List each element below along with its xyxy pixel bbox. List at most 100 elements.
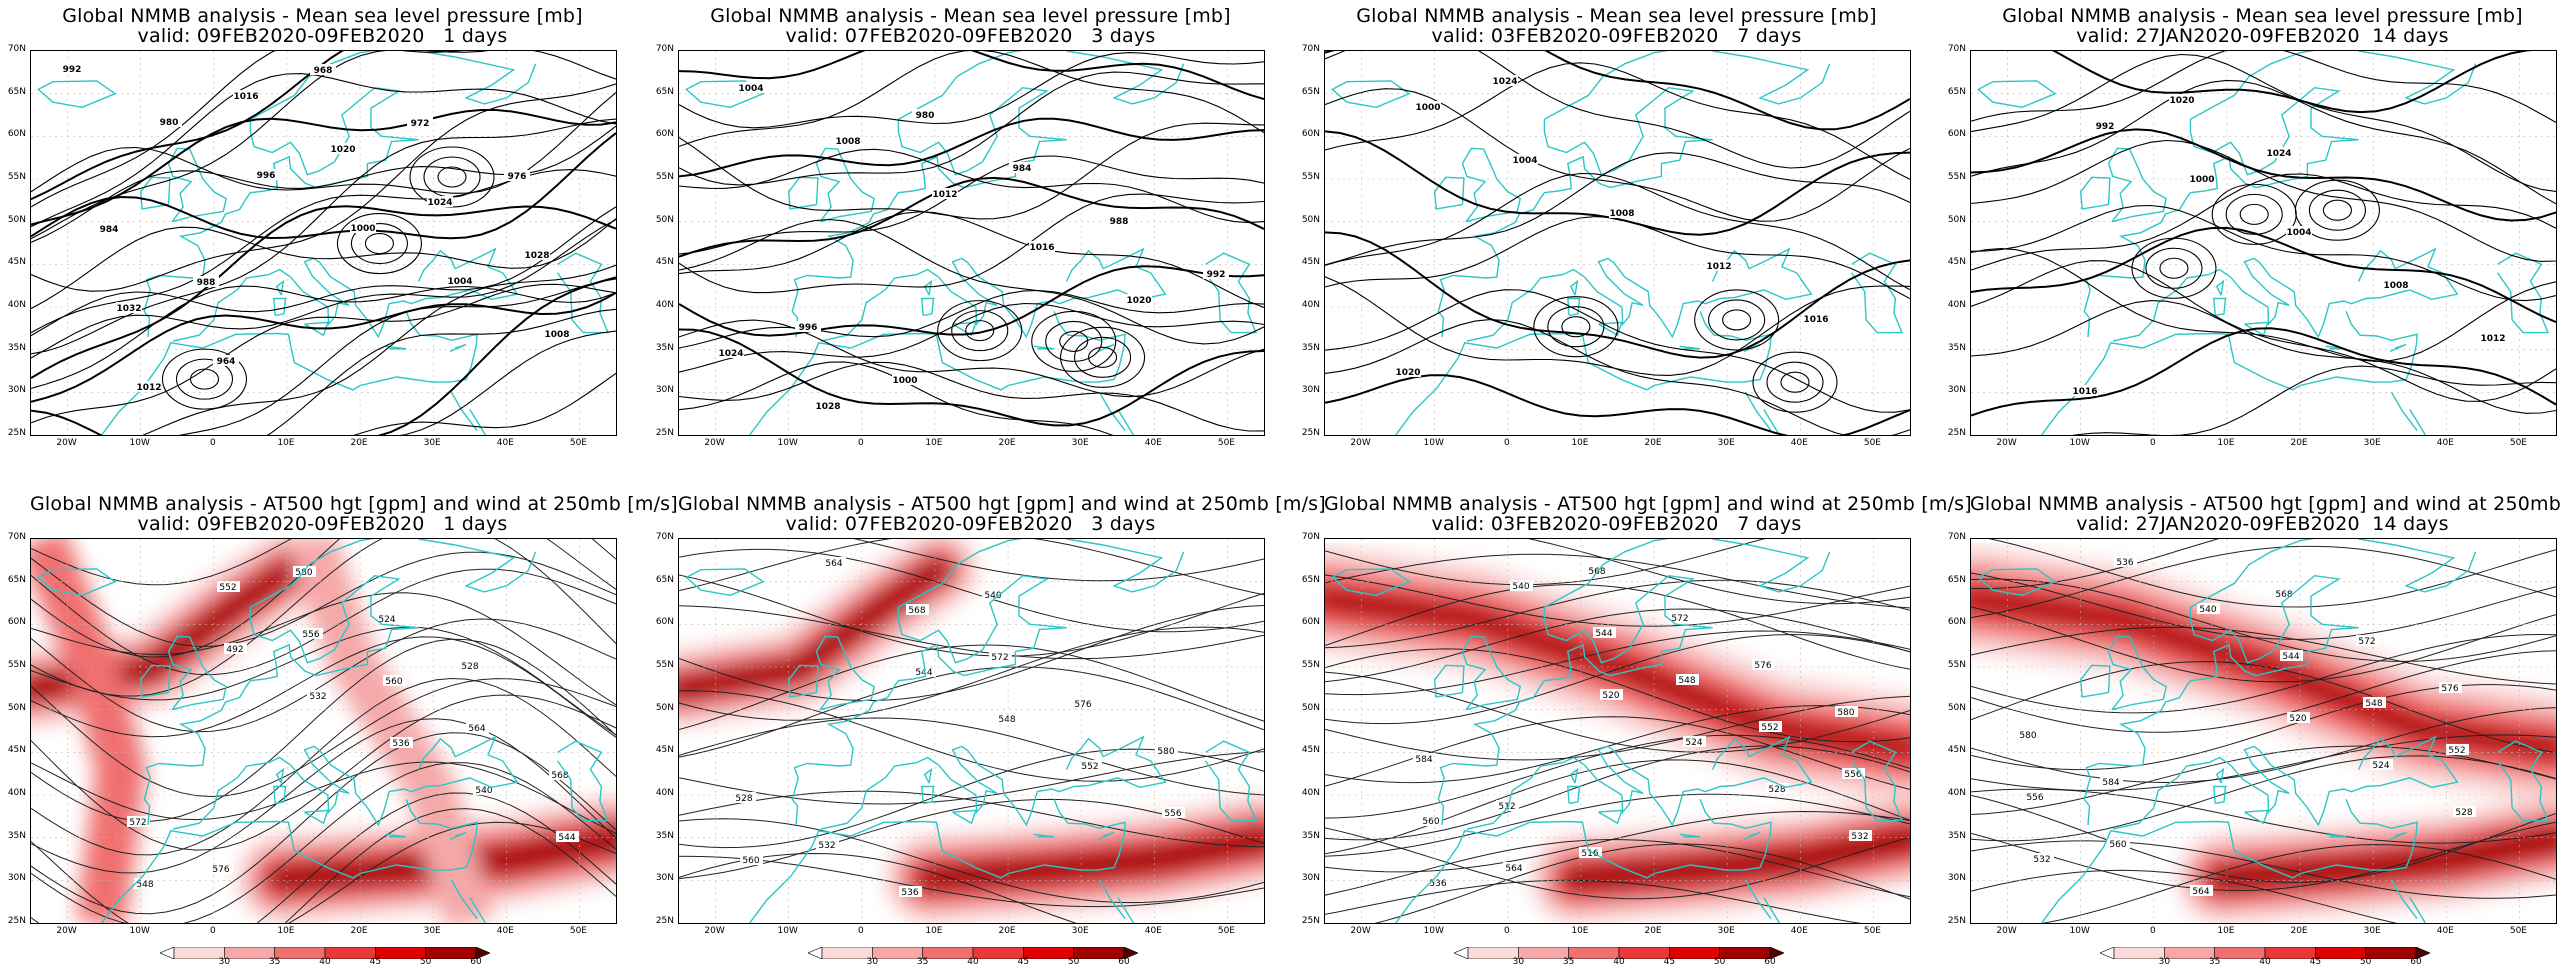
- longitude-tick-label: 50E: [569, 438, 587, 448]
- longitude-tick-label: 40E: [1790, 438, 1808, 448]
- isobar-group: 992 1000 1004 1008 1012 1016 1020 1024: [1971, 51, 2556, 435]
- latitude-tick-label: 30N: [1947, 873, 1966, 884]
- isobar-line: [1325, 51, 1910, 131]
- isobar-line: [399, 330, 616, 435]
- coastline-path: [2112, 735, 2459, 830]
- latitude-tick-label: 25N: [1947, 428, 1966, 438]
- coastline-path: [1098, 391, 1126, 432]
- coastline-path: [923, 767, 933, 784]
- latitude-tick-label: 35N: [7, 342, 26, 353]
- height-contour: [1971, 539, 2220, 590]
- latitude-tick-label: 40N: [1947, 300, 1966, 310]
- contour-label: 532: [309, 692, 326, 702]
- colorbar-label: 35: [268, 957, 281, 967]
- coastline-path: [167, 147, 227, 223]
- coastline-path: [450, 391, 478, 432]
- isobar-line: [1971, 139, 2556, 262]
- contour-label: 544: [2282, 652, 2299, 662]
- closed-contour: [409, 146, 495, 208]
- longitude-tick-label: 30E: [423, 926, 441, 936]
- longitude-tick-label: 10E: [925, 438, 943, 448]
- colorbar-label: 45: [369, 957, 382, 967]
- closed-contour: [2294, 179, 2380, 241]
- isobar-line: [1325, 216, 1910, 300]
- height-contour: [1325, 827, 1910, 900]
- coastline-path: [1567, 297, 1581, 317]
- isobar-line: [1325, 231, 1910, 359]
- isobar-line: [1325, 172, 1910, 291]
- coastline-path: [1744, 391, 1772, 432]
- contour-label: 992: [1207, 270, 1226, 280]
- map-frame: 492 532 536 540 544 548 552 556 560 564 568 572 576 5…: [30, 538, 617, 924]
- height-contour: [1325, 633, 1910, 725]
- contour-label: 524: [2372, 761, 2389, 771]
- map-panel: Global NMMB analysis - Mean sea level pr…: [648, 0, 1288, 472]
- isobar-line: [1325, 374, 1910, 435]
- contour-label: 568: [2275, 590, 2292, 600]
- coastline-path: [748, 311, 1126, 435]
- contour-label: 968: [314, 66, 333, 76]
- longitude-tick-label: 20W: [1350, 926, 1371, 936]
- coastline-path: [1679, 833, 1701, 838]
- contour-label: 1004: [447, 277, 472, 287]
- closed-contour: [437, 166, 467, 188]
- isobar-line: [142, 264, 616, 435]
- contour-label: 552: [2448, 746, 2465, 756]
- coastline-path: [1204, 252, 1258, 334]
- height-contour: [1325, 584, 1910, 670]
- contour-label: 520: [2289, 714, 2306, 724]
- coastline-path: [2244, 809, 2269, 825]
- coastline-path: [2390, 391, 2418, 432]
- contour-label: 552: [1761, 723, 1778, 733]
- coastline-path: [2040, 799, 2418, 923]
- coastline-path: [1461, 635, 1521, 711]
- height-contour: [1325, 838, 1910, 898]
- wind-shading: [679, 539, 1264, 923]
- height-contour: [31, 551, 616, 647]
- latitude-tick-label: 35N: [655, 342, 674, 353]
- longitude-tick-label: 20E: [998, 438, 1016, 448]
- contour-label: 544: [558, 833, 575, 843]
- isobar-line: [1971, 128, 2556, 222]
- coastline-path: [921, 297, 935, 317]
- longitude-tick-label: 10E: [1571, 926, 1589, 936]
- height-contour: [1325, 579, 1910, 649]
- coastline-path: [1394, 799, 1772, 923]
- colorbar-label: 35: [1562, 957, 1575, 967]
- colorbar-label: 30: [866, 957, 879, 967]
- closed-contour: [951, 310, 1009, 352]
- longitude-tick-label: 10W: [1423, 926, 1444, 936]
- contour-label: 524: [1685, 738, 1702, 748]
- coastline-path: [1117, 897, 1135, 923]
- isobar-line: [679, 148, 1264, 224]
- height-contour: [1325, 608, 1910, 683]
- contour-label: 564: [468, 724, 485, 734]
- coastline-path: [1394, 311, 1772, 435]
- contour-label: 1000: [892, 376, 917, 386]
- panel-title: Global NMMB analysis - AT500 hgt [gpm] a…: [1324, 494, 1972, 534]
- map-frame: 992 1000 1004 1008 1012 1016 1020 1024: [1970, 50, 2557, 436]
- contour-label: 556: [2026, 793, 2043, 803]
- height-contour: [31, 626, 616, 736]
- height-contour: [1971, 840, 2556, 899]
- panel-title: Global NMMB analysis - AT500 hgt [gpm] a…: [1970, 494, 2560, 534]
- contour-label: 980: [160, 118, 179, 128]
- contour-label: 552: [219, 583, 236, 593]
- coastline-path: [139, 664, 171, 698]
- latitude-tick-label: 65N: [1301, 574, 1320, 585]
- longitude-tick-label: 10E: [2217, 438, 2235, 448]
- height-contour: [1971, 794, 2556, 883]
- contour-label: 1016: [233, 92, 258, 102]
- panel-title: Global NMMB analysis - AT500 hgt [gpm] a…: [678, 494, 1326, 534]
- closed-contour: [2322, 199, 2352, 221]
- latitude-tick-label: 55N: [655, 660, 674, 670]
- longitude-tick-label: 10E: [2217, 926, 2235, 936]
- height-contour: [1325, 879, 1862, 923]
- isobar-line: [31, 218, 616, 310]
- contour-label: 540: [1512, 582, 1529, 592]
- contour-label: 584: [1415, 755, 1432, 765]
- contour-label: 556: [1844, 770, 1861, 780]
- contour-label: 536: [2116, 558, 2133, 568]
- coastline-path: [685, 568, 765, 597]
- closed-contour: [175, 358, 234, 400]
